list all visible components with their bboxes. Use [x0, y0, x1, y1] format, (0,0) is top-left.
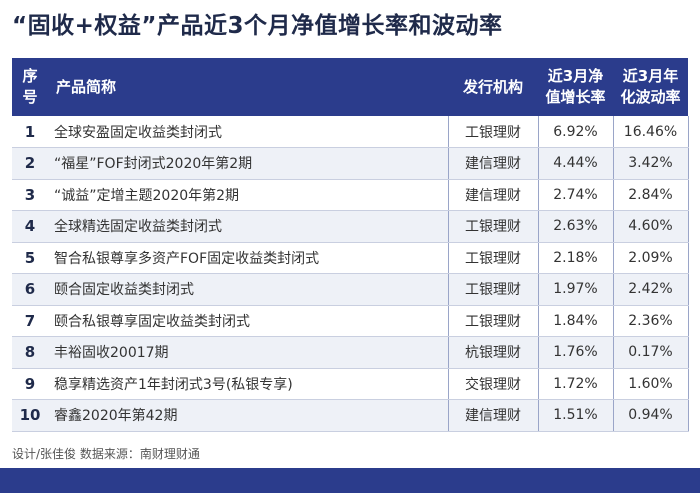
cell-growth: 2.74% — [537, 179, 613, 211]
cell-growth: 4.44% — [537, 147, 613, 180]
source-note: 设计/张佳俊 数据来源：南财理财通 — [12, 447, 200, 461]
cell-vol: 2.42% — [612, 273, 689, 306]
cell-org: 建信理财 — [447, 179, 538, 211]
bottom-bar — [0, 468, 700, 493]
cell-index: 5 — [12, 242, 48, 274]
data-table-container: 序号 产品简称 发行机构 近3月净 值增长率 近3月年 化波动率 1 全球安盈固定… — [12, 58, 689, 432]
cell-index: 9 — [12, 368, 48, 400]
cell-vol: 2.36% — [612, 305, 689, 337]
table-body: 1 全球安盈固定收益类封闭式 工银理财 6.92% 16.46% 2 “福星”FOF封闭式2… — [12, 116, 689, 432]
cell-name: 全球精选固定收益类封闭式 — [48, 210, 448, 243]
header-growth-line2: 值增长率 — [545, 88, 606, 106]
header-vol-line2: 化波动率 — [620, 88, 681, 106]
cell-org: 建信理财 — [447, 399, 538, 432]
cell-index: 10 — [12, 399, 48, 432]
cell-name: 丰裕固收20017期 — [48, 336, 448, 369]
cell-name: 稳享精选资产1年封闭式3号(私银专享) — [48, 368, 448, 400]
table-row: 6 颐合固定收益类封闭式 工银理财 1.97% 2.42% — [12, 273, 689, 306]
cell-vol: 3.42% — [612, 147, 689, 180]
cell-vol: 0.94% — [612, 399, 689, 432]
header-name: 产品简称 — [56, 77, 117, 96]
cell-name: 智合私银尊享多资产FOF固定收益类封闭式 — [48, 242, 448, 274]
cell-org: 杭银理财 — [447, 336, 538, 369]
cell-vol: 2.09% — [612, 242, 689, 274]
chart-title: “固收+权益”产品近3个月净值增长率和波动率 — [12, 13, 503, 39]
cell-org: 工银理财 — [447, 210, 538, 243]
cell-vol: 1.60% — [612, 368, 689, 400]
data-table: 序号 产品简称 发行机构 近3月净 值增长率 近3月年 化波动率 1 全球安盈固定… — [12, 58, 689, 432]
cell-name: 全球安盈固定收益类封闭式 — [48, 116, 448, 148]
table-row: 8 丰裕固收20017期 杭银理财 1.76% 0.17% — [12, 336, 689, 369]
cell-vol: 4.60% — [612, 210, 689, 243]
cell-growth: 6.92% — [537, 116, 613, 148]
cell-org: 工银理财 — [447, 305, 538, 337]
cell-index: 1 — [12, 116, 48, 148]
cell-index: 6 — [12, 273, 48, 306]
cell-index: 4 — [12, 210, 48, 243]
cell-index: 7 — [12, 305, 48, 337]
header-row: 序号 产品简称 发行机构 近3月净 值增长率 近3月年 化波动率 — [12, 58, 688, 116]
header-growth-line1: 近3月净 — [547, 67, 604, 85]
cell-growth: 2.18% — [537, 242, 613, 274]
table-row: 10 睿鑫2020年第42期 建信理财 1.51% 0.94% — [12, 399, 689, 432]
table-row: 3 “诚益”定增主题2020年第2期 建信理财 2.74% 2.84% — [12, 179, 689, 211]
table-row: 5 智合私银尊享多资产FOF固定收益类封闭式 工银理财 2.18% 2.09% — [12, 242, 689, 274]
table-row: 4 全球精选固定收益类封闭式 工银理财 2.63% 4.60% — [12, 210, 689, 243]
cell-name: “诚益”定增主题2020年第2期 — [48, 179, 448, 211]
table-row: 7 颐合私银尊享固定收益类封闭式 工银理财 1.84% 2.36% — [12, 305, 689, 337]
cell-vol: 16.46% — [612, 116, 689, 148]
header-index: 序号 — [22, 67, 38, 106]
header-growth: 近3月净 值增长率 — [538, 58, 613, 116]
header-vol-line1: 近3月年 — [622, 67, 679, 85]
cell-index: 2 — [12, 147, 48, 180]
cell-name: 颐合固定收益类封闭式 — [48, 273, 448, 306]
table-row: 1 全球安盈固定收益类封闭式 工银理财 6.92% 16.46% — [12, 116, 689, 148]
cell-vol: 0.17% — [612, 336, 689, 369]
cell-index: 3 — [12, 179, 48, 211]
cell-name: 睿鑫2020年第42期 — [48, 399, 448, 432]
header-org: 发行机构 — [462, 77, 523, 96]
cell-growth: 1.76% — [537, 336, 613, 369]
cell-org: 交银理财 — [447, 368, 538, 400]
cell-org: 工银理财 — [447, 273, 538, 306]
cell-growth: 2.63% — [537, 210, 613, 243]
table-row: 9 稳享精选资产1年封闭式3号(私银专享) 交银理财 1.72% 1.60% — [12, 368, 689, 400]
cell-org: 工银理财 — [447, 242, 538, 274]
cell-vol: 2.84% — [612, 179, 689, 211]
cell-name: 颐合私银尊享固定收益类封闭式 — [48, 305, 448, 337]
cell-growth: 1.51% — [537, 399, 613, 432]
cell-name: “福星”FOF封闭式2020年第2期 — [48, 147, 448, 180]
cell-growth: 1.97% — [537, 273, 613, 306]
cell-growth: 1.72% — [537, 368, 613, 400]
cell-org: 建信理财 — [447, 147, 538, 180]
cell-index: 8 — [12, 336, 48, 369]
cell-org: 工银理财 — [447, 116, 538, 148]
cell-growth: 1.84% — [537, 305, 613, 337]
header-vol: 近3月年 化波动率 — [613, 58, 688, 116]
table-row: 2 “福星”FOF封闭式2020年第2期 建信理财 4.44% 3.42% — [12, 147, 689, 180]
table-header: 序号 产品简称 发行机构 近3月净 值增长率 近3月年 化波动率 — [12, 58, 688, 116]
